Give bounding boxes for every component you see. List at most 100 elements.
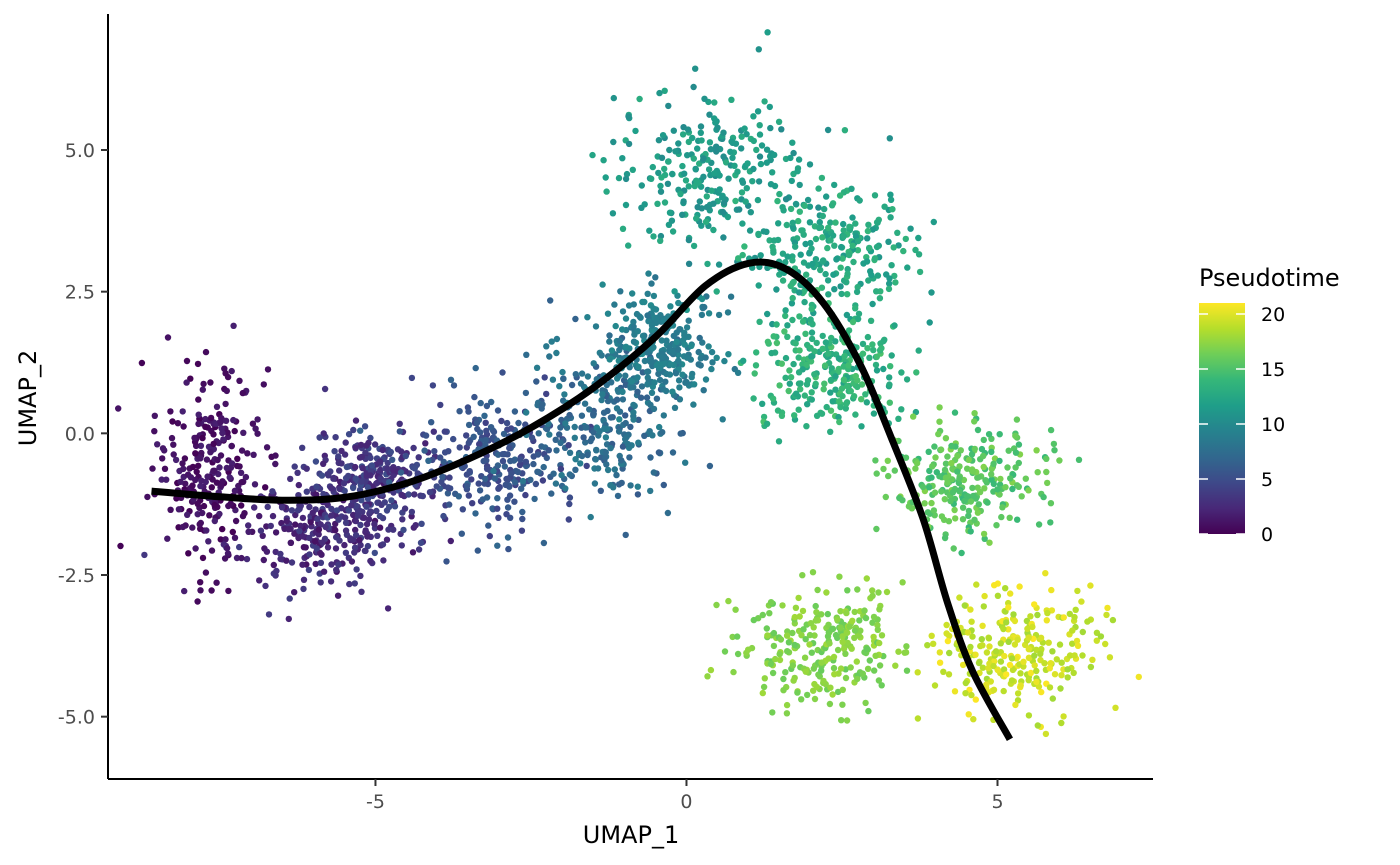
data-point <box>876 662 884 669</box>
data-point <box>644 290 651 297</box>
data-point <box>224 550 232 557</box>
data-point <box>230 322 237 329</box>
data-point <box>317 579 324 586</box>
data-point <box>682 459 689 466</box>
data-point <box>945 518 953 525</box>
data-point <box>659 132 667 139</box>
data-point <box>336 537 343 544</box>
data-point <box>700 173 707 180</box>
data-point <box>313 483 320 490</box>
data-point <box>779 602 786 609</box>
data-point <box>855 310 863 317</box>
data-point <box>655 370 662 378</box>
data-point <box>862 391 869 398</box>
data-point <box>342 549 350 556</box>
data-point <box>565 516 572 523</box>
data-point <box>650 292 658 300</box>
axis-ticks: -5 0 5-5.0-2.50.02.55.0 <box>58 140 1004 813</box>
data-point <box>631 402 638 410</box>
data-point <box>494 462 502 469</box>
data-point <box>285 615 292 623</box>
data-point <box>789 257 796 264</box>
data-point <box>194 500 201 507</box>
data-point <box>870 346 877 354</box>
data-point <box>205 538 212 545</box>
data-point <box>675 140 682 147</box>
data-point <box>1079 652 1086 659</box>
data-point <box>324 471 331 478</box>
data-point <box>191 434 198 442</box>
data-point <box>1058 719 1065 727</box>
data-point <box>722 159 730 166</box>
data-point <box>1069 627 1076 634</box>
data-point <box>613 471 620 479</box>
data-point <box>210 440 217 448</box>
data-point <box>1033 646 1040 653</box>
data-point <box>491 475 499 482</box>
data-point <box>764 632 771 639</box>
data-point <box>535 430 542 437</box>
data-point <box>905 503 913 510</box>
data-point <box>487 424 495 431</box>
data-point <box>208 547 216 554</box>
data-point <box>634 374 641 381</box>
data-point <box>806 631 814 639</box>
data-point <box>988 471 995 478</box>
data-point <box>405 491 412 498</box>
data-point <box>932 454 939 461</box>
data-point <box>602 454 609 461</box>
data-point <box>882 493 889 501</box>
data-point <box>583 462 590 470</box>
data-point <box>973 581 980 588</box>
data-point <box>675 377 683 384</box>
data-point <box>1013 655 1020 662</box>
data-point <box>795 406 802 413</box>
data-point <box>724 213 732 221</box>
data-point <box>361 547 369 554</box>
data-point <box>782 354 790 362</box>
data-point <box>1050 440 1058 448</box>
data-point <box>163 476 170 483</box>
data-point <box>983 681 990 688</box>
data-point <box>379 446 386 454</box>
y-tick-label: 0.0 <box>65 423 95 445</box>
data-point <box>874 626 881 633</box>
data-point <box>229 528 236 536</box>
data-point <box>670 127 677 134</box>
data-point <box>827 684 834 691</box>
data-point <box>739 251 746 259</box>
data-point <box>320 490 327 498</box>
data-point <box>985 635 993 642</box>
data-point <box>980 436 987 444</box>
data-point <box>1017 670 1024 677</box>
data-point <box>490 428 498 436</box>
data-point <box>986 643 993 650</box>
data-point <box>701 303 708 311</box>
data-point <box>380 557 387 564</box>
data-point <box>488 398 495 406</box>
data-point <box>594 465 602 472</box>
data-point <box>622 201 630 209</box>
data-point <box>350 426 357 434</box>
data-point <box>999 504 1006 511</box>
data-point <box>1058 659 1065 666</box>
data-point <box>288 559 296 566</box>
data-point <box>501 463 508 470</box>
data-point <box>368 462 376 469</box>
data-point <box>352 526 359 534</box>
data-point <box>602 449 609 456</box>
data-point <box>641 298 648 306</box>
data-point <box>812 380 819 388</box>
data-point <box>161 465 169 472</box>
data-point <box>1000 666 1008 673</box>
data-point <box>561 391 568 398</box>
data-point <box>658 337 665 344</box>
data-point <box>371 441 379 448</box>
data-point <box>504 451 511 458</box>
data-point <box>657 232 665 240</box>
data-point <box>895 415 902 422</box>
data-point <box>675 357 682 364</box>
data-point <box>504 504 512 511</box>
data-point <box>781 328 788 335</box>
data-point <box>996 491 1003 498</box>
